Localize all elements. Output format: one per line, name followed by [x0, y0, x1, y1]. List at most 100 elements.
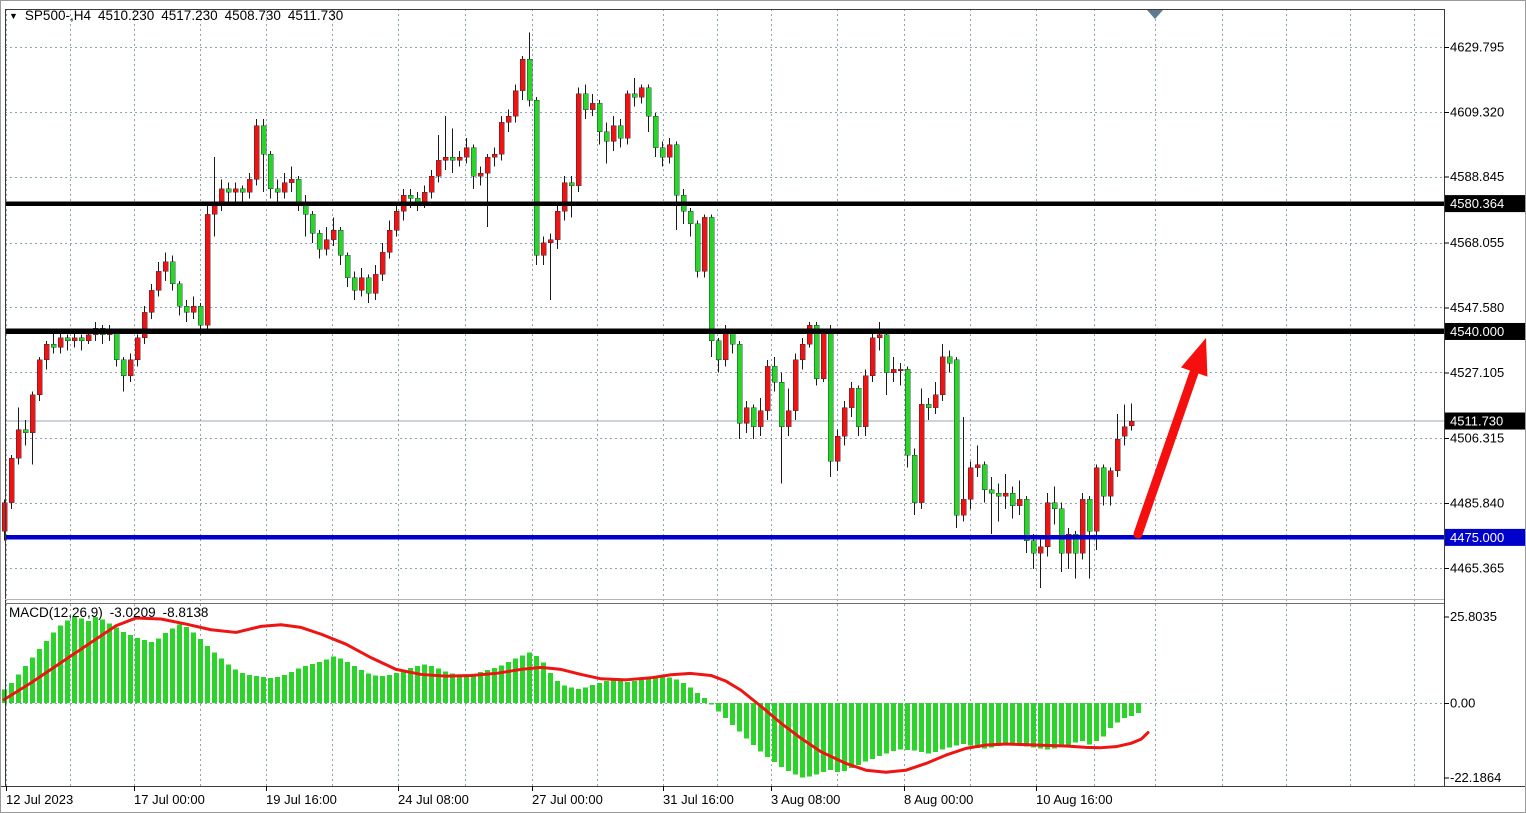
horizontal-level-lines — [5, 201, 1444, 540]
macd-bar — [982, 703, 987, 749]
macd-bar — [639, 679, 644, 703]
candle — [1107, 470, 1114, 497]
macd-bar — [653, 676, 658, 703]
macd-bar — [471, 674, 476, 703]
macd-bar — [751, 703, 756, 745]
macd-bar — [345, 662, 350, 703]
macd-bar — [401, 670, 406, 703]
candle — [918, 404, 925, 503]
svg-text:19 Jul 16:00: 19 Jul 16:00 — [266, 792, 337, 807]
macd-layer — [2, 616, 1150, 778]
macd-bar — [233, 669, 238, 703]
macd-bar — [506, 662, 511, 703]
macd-bar — [429, 666, 434, 703]
period-marker-triangle — [1147, 10, 1163, 19]
svg-text:4588.845: 4588.845 — [1450, 169, 1504, 184]
candle — [1002, 492, 1009, 497]
svg-text:4475.000: 4475.000 — [1450, 530, 1504, 545]
svg-text:25.8035: 25.8035 — [1450, 609, 1497, 624]
macd-bar — [268, 677, 273, 703]
macd-bar — [296, 668, 301, 703]
macd-bar — [254, 676, 259, 703]
macd-bar — [625, 681, 630, 703]
macd-bar — [324, 659, 329, 703]
candle — [225, 188, 232, 193]
candle — [337, 229, 344, 256]
svg-text:17 Jul 00:00: 17 Jul 00:00 — [134, 792, 205, 807]
macd-bar — [611, 680, 616, 703]
candle — [393, 210, 400, 231]
macd-bar — [968, 703, 973, 746]
macd-bar — [716, 703, 721, 712]
macd-bar — [226, 664, 231, 703]
macd-bar — [338, 658, 343, 703]
macd-name: MACD(12,26,9) — [9, 605, 103, 620]
time-axis[interactable] — [1, 786, 1444, 812]
macd-bar — [702, 697, 707, 703]
svg-text:-22.1864: -22.1864 — [1450, 770, 1501, 785]
macd-bar — [870, 703, 875, 759]
macd-bar — [758, 703, 763, 752]
macd-bar — [191, 632, 196, 703]
candle — [1086, 499, 1093, 532]
candle — [848, 388, 855, 408]
macd-bar — [597, 682, 602, 703]
candle — [1128, 420, 1135, 427]
candle — [505, 115, 512, 123]
macd-bar — [1003, 703, 1008, 745]
candle — [876, 334, 883, 339]
candle — [435, 160, 442, 177]
candle — [869, 337, 876, 377]
macd-bar — [674, 679, 679, 703]
candle — [554, 210, 561, 240]
candle — [1079, 499, 1086, 554]
candle — [715, 340, 722, 361]
candle — [1030, 540, 1037, 554]
macd-bar — [863, 703, 868, 762]
symbol-dropdown-icon[interactable]: ▼ — [9, 10, 18, 21]
macd-bar — [422, 664, 427, 703]
macd-bar — [828, 703, 833, 771]
macd-bar — [1052, 703, 1057, 749]
candle — [827, 331, 834, 462]
candle — [365, 277, 372, 294]
macd-bar — [443, 671, 448, 703]
candle — [526, 58, 533, 101]
macd-bar — [240, 672, 245, 703]
candle — [162, 261, 169, 272]
macd-bar — [1087, 703, 1092, 745]
svg-text:4465.365: 4465.365 — [1450, 560, 1504, 575]
ohlc-low: 4508.730 — [224, 8, 281, 23]
macd-bar — [534, 655, 539, 703]
price-axis[interactable] — [1442, 1, 1525, 786]
candle — [428, 176, 435, 193]
svg-text:4527.105: 4527.105 — [1450, 365, 1504, 380]
macd-bar — [1024, 703, 1029, 747]
candle — [232, 188, 239, 193]
candle — [288, 179, 295, 183]
candle — [841, 407, 848, 437]
macd-bar — [436, 668, 441, 703]
macd-bar — [310, 664, 315, 703]
macd-bar — [779, 703, 784, 767]
candle — [834, 435, 841, 462]
candle — [932, 394, 939, 408]
candle — [463, 147, 470, 158]
svg-text:4485.840: 4485.840 — [1450, 496, 1504, 511]
candle — [939, 356, 946, 396]
candle — [323, 239, 330, 250]
macd-bar — [1010, 703, 1015, 745]
svg-text:4568.055: 4568.055 — [1450, 235, 1504, 250]
macd-bar — [86, 621, 91, 703]
macd-bar — [149, 641, 154, 703]
candle — [85, 334, 92, 342]
candle — [176, 283, 183, 307]
macd-bar — [835, 703, 840, 773]
candle — [960, 499, 967, 516]
price-axis-labels: 4629.795 4609.320 4588.845 4568.055 4547.580… — [1445, 40, 1525, 575]
svg-text:4547.580: 4547.580 — [1450, 300, 1504, 315]
candle — [267, 153, 274, 190]
macd-bar — [93, 616, 98, 703]
macd-bar — [562, 685, 567, 703]
